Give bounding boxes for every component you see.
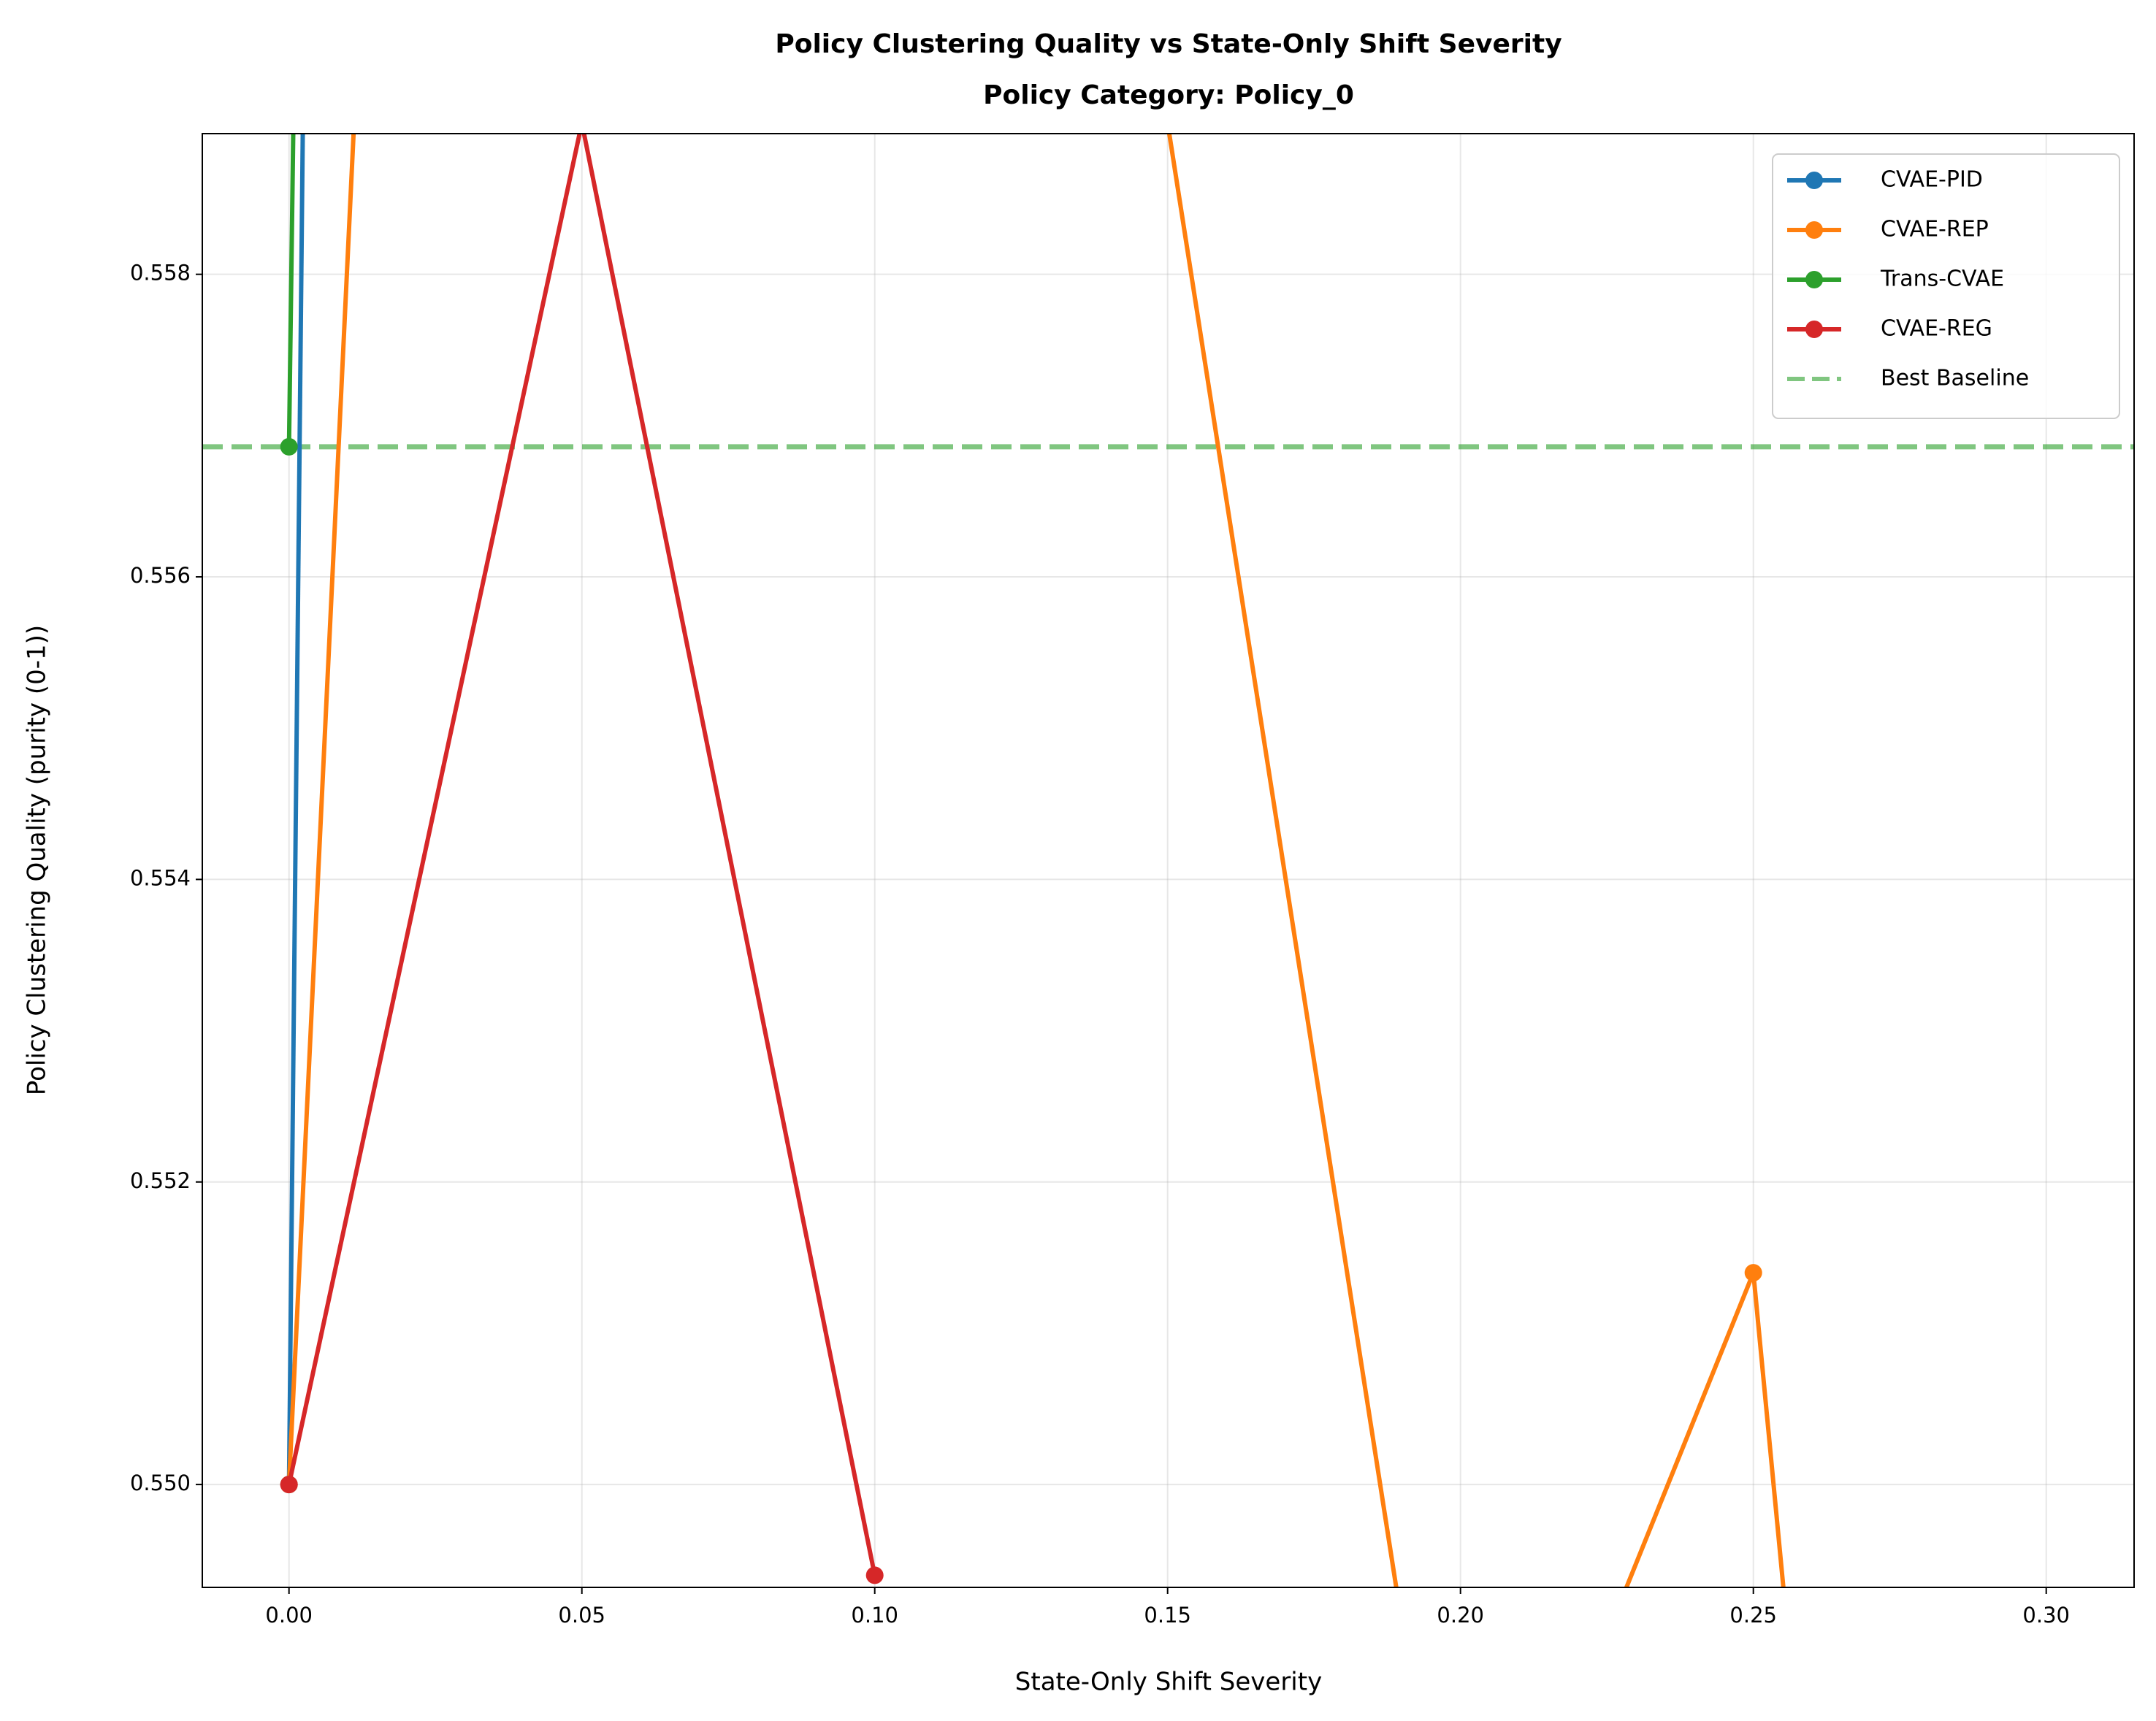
x-tick-label: 0.25: [1729, 1603, 1777, 1628]
data-point: [1744, 1264, 1762, 1282]
legend-label: Trans-CVAE: [1880, 267, 2004, 292]
data-point: [280, 1476, 298, 1494]
legend-box: [1772, 153, 2120, 419]
legend-label: Best Baseline: [1881, 366, 2029, 391]
x-tick-label: 0.30: [2022, 1603, 2070, 1628]
legend-label: CVAE-REP: [1881, 217, 1989, 242]
plot-frame: [202, 133, 2135, 1588]
legend-label: CVAE-REG: [1881, 316, 1992, 342]
legend-marker: [1805, 172, 1823, 189]
legend-marker: [1805, 321, 1823, 338]
x-tick-label: 0.05: [558, 1603, 605, 1628]
data-point: [573, 114, 591, 131]
series-line: [286, 134, 877, 1576]
data-point: [865, 1566, 884, 1584]
x-tick-label: 0.10: [851, 1603, 898, 1628]
y-axis-label: Policy Clustering Quality (purity (0-1)): [23, 625, 52, 1095]
x-tick-label: 0.00: [265, 1603, 313, 1628]
x-axis-label: State-Only Shift Severity: [1015, 1668, 1322, 1697]
data-point: [280, 437, 298, 456]
chart-title: Policy Clustering Quality vs State-Only …: [775, 29, 1561, 59]
legend-marker: [1805, 221, 1823, 239]
series-line: [286, 134, 296, 447]
y-tick-label: 0.554: [130, 865, 191, 890]
data-point: [1159, 114, 1177, 131]
plot-area: [202, 114, 2134, 1587]
legend-label: CVAE-PID: [1881, 167, 1983, 193]
series-line: [286, 134, 305, 1485]
legend: CVAE-PID CVAE-REP Trans-CVAE CVAE-REG Best B…: [1772, 153, 2120, 419]
x-tick-label: 0.20: [1437, 1603, 1484, 1628]
x-tick-label: 0.15: [1144, 1603, 1191, 1628]
y-tick-label: 0.552: [130, 1168, 191, 1193]
grid: 0.00 0.05 0.10 0.15 0.20 0.25 0.30 0.550 0.552 0.…: [130, 134, 2134, 1628]
y-tick-label: 0.550: [130, 1471, 191, 1495]
y-tick-label: 0.558: [130, 261, 191, 285]
y-tick-label: 0.556: [130, 563, 191, 588]
chart-subtitle: Policy Category: Policy_0: [983, 80, 1354, 110]
legend-marker: [1805, 271, 1823, 288]
